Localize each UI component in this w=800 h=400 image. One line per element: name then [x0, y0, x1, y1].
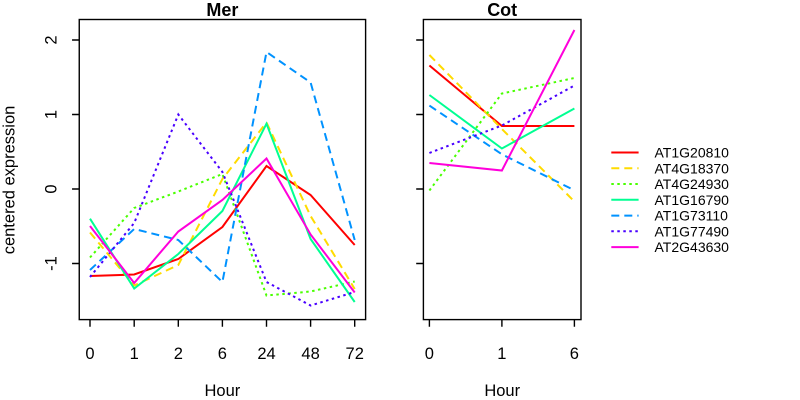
- svg-text:2: 2: [174, 345, 183, 363]
- svg-text:AT4G24930: AT4G24930: [655, 176, 730, 192]
- svg-text:0: 0: [85, 345, 94, 363]
- svg-text:AT1G20810: AT1G20810: [655, 145, 730, 161]
- svg-text:1: 1: [497, 345, 506, 363]
- svg-text:Hour: Hour: [205, 382, 241, 400]
- svg-text:AT1G16790: AT1G16790: [655, 192, 730, 208]
- svg-text:AT2G43630: AT2G43630: [655, 239, 730, 255]
- svg-text:AT4G18370: AT4G18370: [655, 160, 730, 176]
- svg-text:6: 6: [570, 345, 579, 363]
- svg-text:48: 48: [301, 345, 319, 363]
- svg-text:1: 1: [43, 110, 61, 119]
- svg-text:72: 72: [346, 345, 364, 363]
- svg-text:Hour: Hour: [484, 382, 520, 400]
- svg-text:0: 0: [43, 184, 61, 193]
- svg-text:0: 0: [425, 345, 434, 363]
- svg-text:AT1G77490: AT1G77490: [655, 223, 730, 239]
- svg-text:centered expression: centered expression: [1, 106, 19, 255]
- svg-text:6: 6: [218, 345, 227, 363]
- svg-text:AT1G73110: AT1G73110: [655, 208, 729, 224]
- svg-text:2: 2: [43, 35, 61, 44]
- svg-text:-1: -1: [43, 256, 61, 271]
- svg-text:Cot: Cot: [487, 0, 517, 20]
- svg-text:Mer: Mer: [206, 0, 238, 20]
- svg-text:24: 24: [257, 345, 275, 363]
- svg-text:1: 1: [130, 345, 139, 363]
